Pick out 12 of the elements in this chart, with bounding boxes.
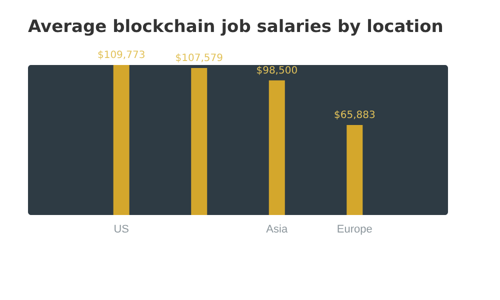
data-label: $65,883 bbox=[334, 110, 376, 121]
bar bbox=[113, 65, 130, 215]
x-tick-label: Europe bbox=[336, 224, 372, 236]
data-label: $107,579 bbox=[175, 53, 223, 64]
x-tick-label: US bbox=[114, 224, 129, 236]
x-tick-label: Asia bbox=[266, 224, 288, 236]
chart-title: Average blockchain job salaries by location bbox=[28, 17, 444, 37]
bar bbox=[346, 124, 363, 215]
bar bbox=[191, 68, 208, 215]
data-label: $109,773 bbox=[97, 50, 146, 61]
bar bbox=[268, 80, 285, 215]
data-label: $98,500 bbox=[256, 65, 298, 76]
